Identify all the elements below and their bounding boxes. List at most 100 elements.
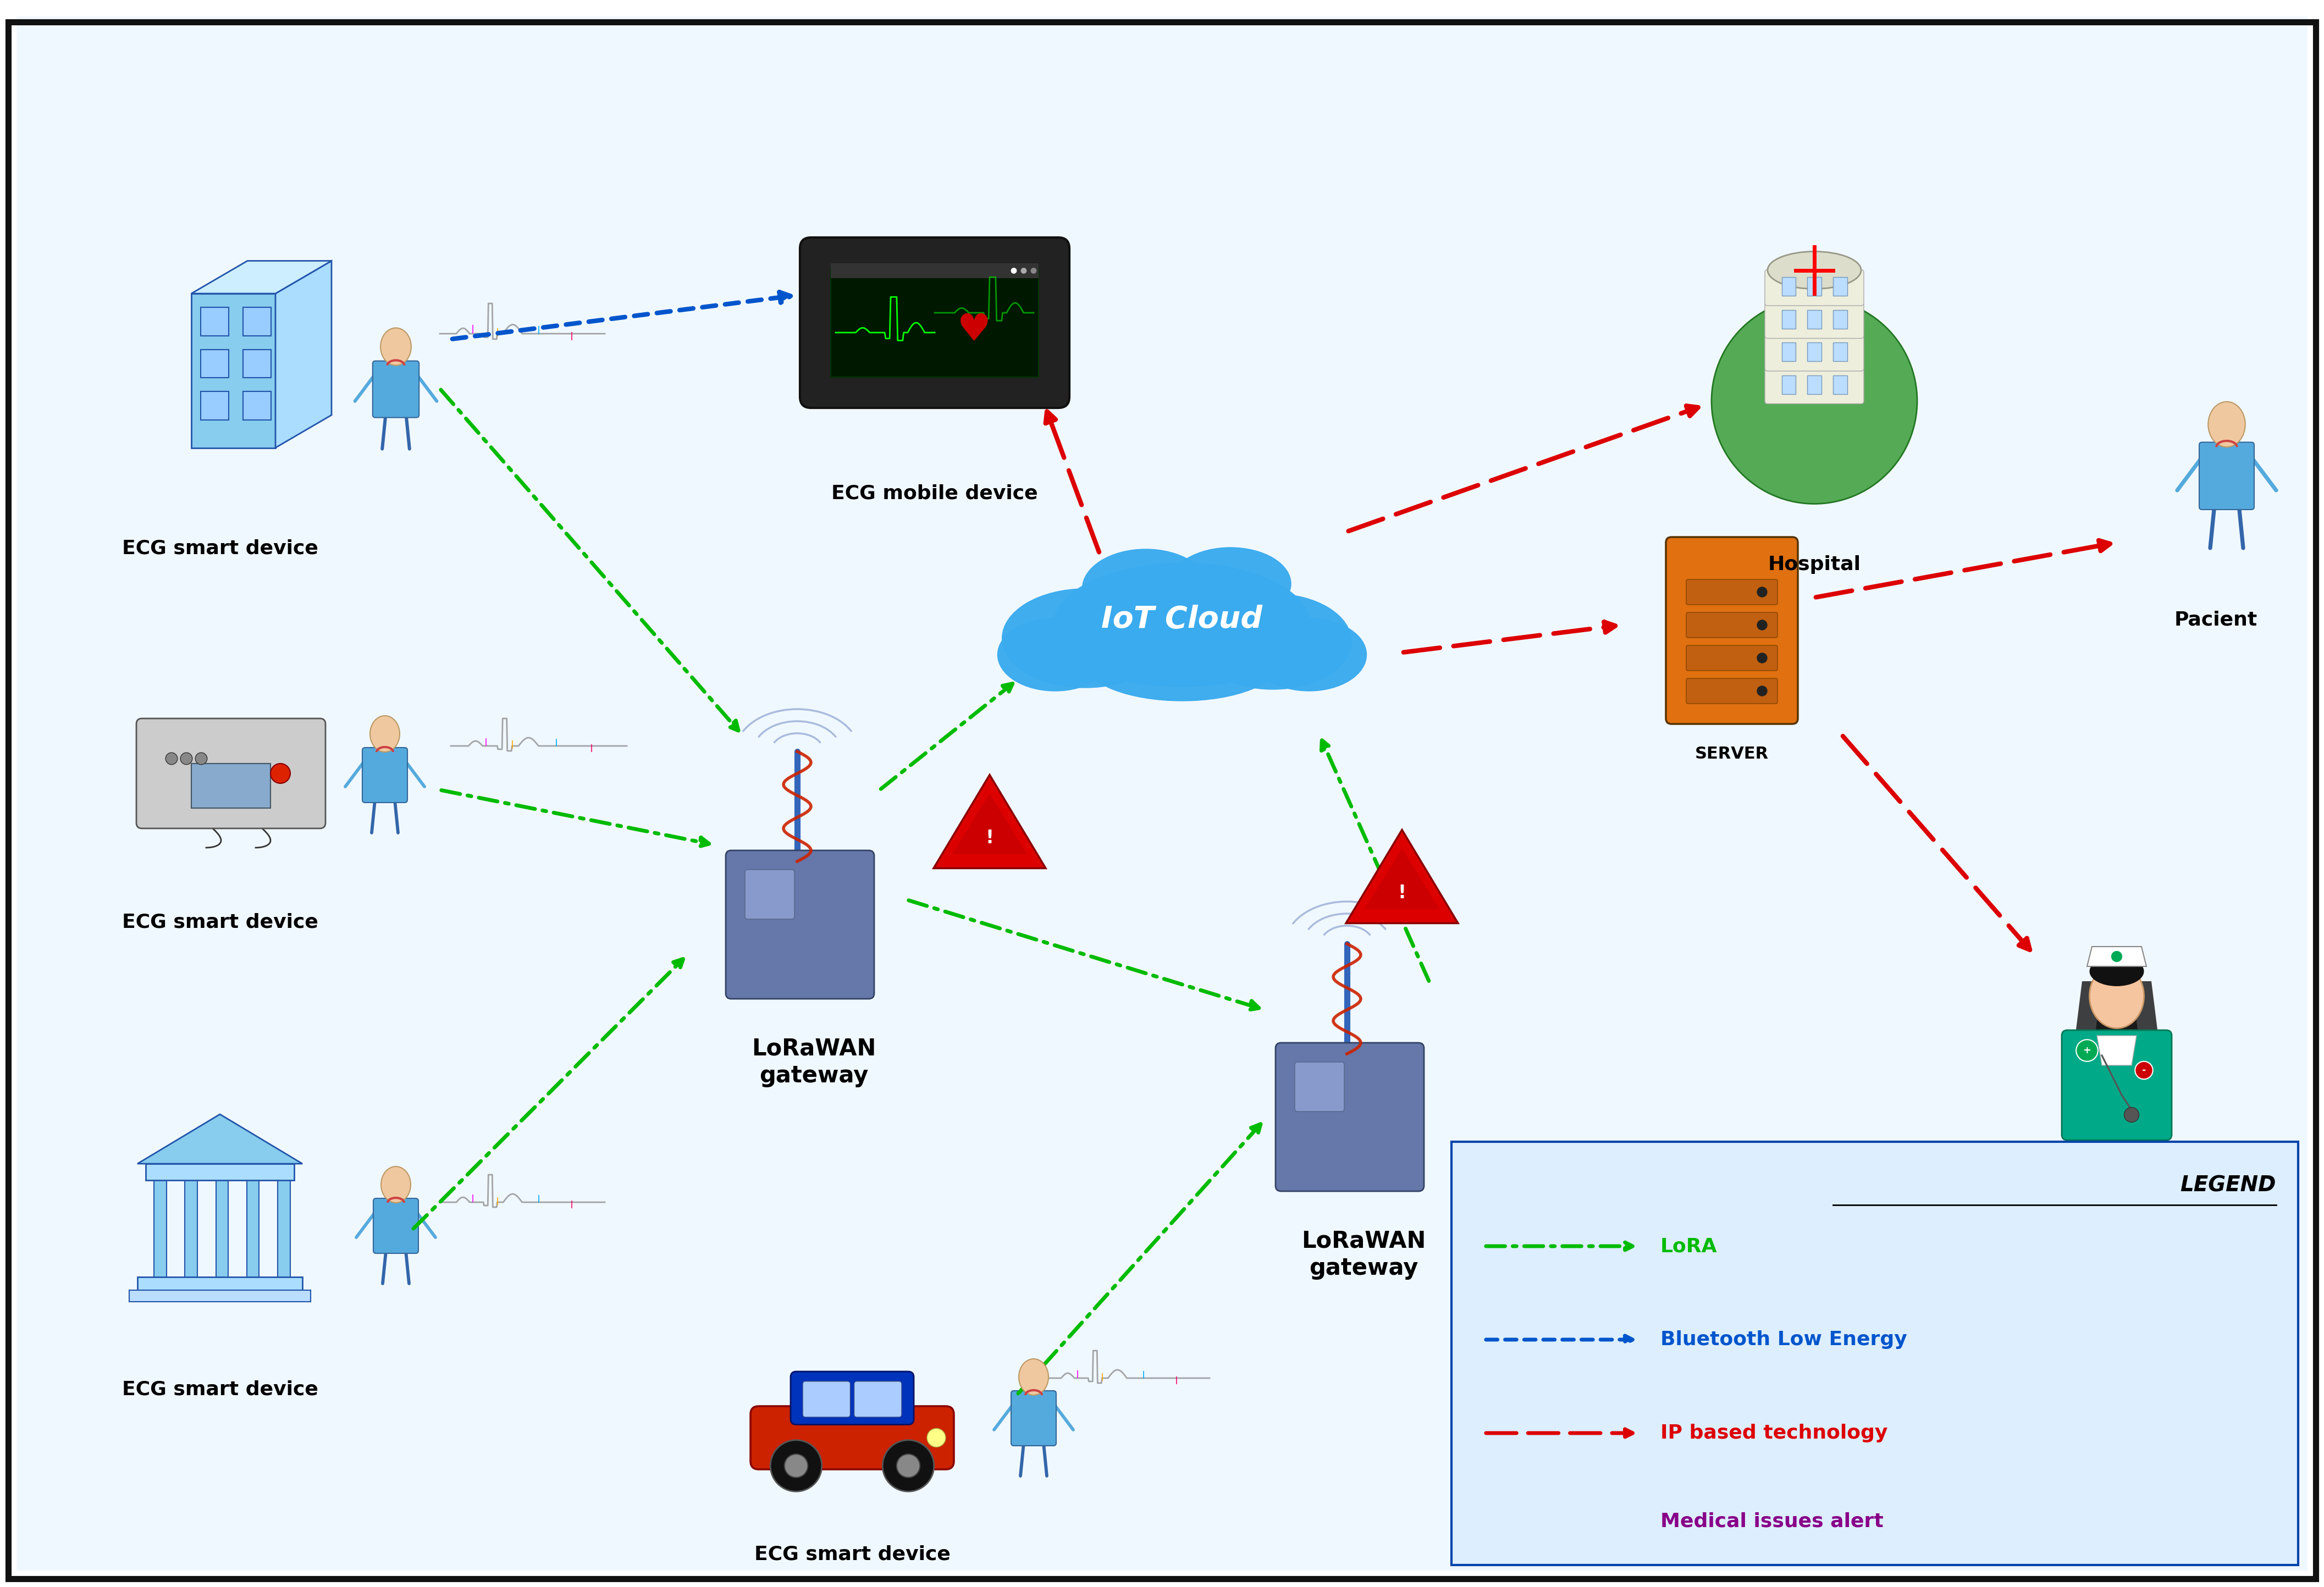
Bar <box>191 763 270 808</box>
Bar <box>200 349 228 378</box>
Bar <box>830 263 1039 278</box>
FancyBboxPatch shape <box>725 851 874 998</box>
Bar <box>1808 375 1822 394</box>
FancyBboxPatch shape <box>2199 443 2254 509</box>
Bar <box>186 1181 198 1279</box>
Bar <box>1834 375 1848 394</box>
Text: Pacient: Pacient <box>2175 609 2257 628</box>
Circle shape <box>1030 268 1037 273</box>
Bar <box>153 1181 167 1279</box>
Circle shape <box>181 752 193 765</box>
Bar <box>1834 278 1848 295</box>
Polygon shape <box>191 294 277 448</box>
Circle shape <box>1011 268 1018 273</box>
Bar <box>216 1181 228 1279</box>
Ellipse shape <box>1253 619 1367 690</box>
Polygon shape <box>953 794 1027 854</box>
Text: LoRA: LoRA <box>1659 1236 1717 1255</box>
Circle shape <box>1757 621 1766 630</box>
FancyBboxPatch shape <box>363 747 407 803</box>
Text: ECG smart device: ECG smart device <box>121 538 318 557</box>
Bar <box>1808 309 1822 329</box>
Circle shape <box>1757 652 1766 663</box>
Ellipse shape <box>2208 402 2245 448</box>
Ellipse shape <box>1169 548 1290 621</box>
Bar <box>830 268 1039 378</box>
FancyBboxPatch shape <box>2061 1030 2171 1139</box>
Text: Family Doctor: Family Doctor <box>2038 1254 2194 1273</box>
Circle shape <box>883 1439 934 1492</box>
FancyBboxPatch shape <box>1687 613 1778 638</box>
Ellipse shape <box>2089 957 2145 986</box>
Polygon shape <box>2087 946 2147 966</box>
Bar <box>246 1181 258 1279</box>
Polygon shape <box>1494 1477 1573 1543</box>
FancyBboxPatch shape <box>1666 536 1799 724</box>
Circle shape <box>270 763 291 784</box>
Ellipse shape <box>370 716 400 752</box>
Bar <box>1783 375 1796 394</box>
Circle shape <box>1020 268 1027 273</box>
Text: Bluetooth Low Energy: Bluetooth Low Energy <box>1659 1330 1908 1349</box>
Ellipse shape <box>1053 563 1311 687</box>
Bar <box>242 308 272 335</box>
Polygon shape <box>934 774 1046 868</box>
Bar <box>1783 278 1796 295</box>
Polygon shape <box>2096 1036 2136 1065</box>
Ellipse shape <box>1083 622 1281 701</box>
Bar <box>1808 278 1822 295</box>
Circle shape <box>1710 298 1917 503</box>
FancyBboxPatch shape <box>751 1406 953 1470</box>
FancyBboxPatch shape <box>374 1198 418 1254</box>
FancyBboxPatch shape <box>1687 646 1778 671</box>
Text: !: ! <box>1397 884 1406 901</box>
Bar <box>277 1181 291 1279</box>
FancyBboxPatch shape <box>1764 303 1864 338</box>
Polygon shape <box>1508 1490 1559 1533</box>
FancyBboxPatch shape <box>1764 270 1864 306</box>
FancyBboxPatch shape <box>1276 1043 1425 1192</box>
Text: SERVER: SERVER <box>1694 746 1769 762</box>
Text: !: ! <box>1532 1516 1536 1528</box>
Ellipse shape <box>381 329 411 365</box>
FancyBboxPatch shape <box>1764 368 1864 403</box>
FancyBboxPatch shape <box>790 1371 913 1425</box>
Text: +: + <box>2082 1046 2092 1055</box>
Text: LEGEND: LEGEND <box>2180 1174 2275 1195</box>
Circle shape <box>1757 587 1766 597</box>
Bar <box>1834 343 1848 362</box>
Circle shape <box>769 1439 823 1492</box>
FancyBboxPatch shape <box>1687 579 1778 605</box>
Bar <box>200 308 228 335</box>
Ellipse shape <box>1018 1358 1048 1395</box>
Bar <box>1783 309 1796 329</box>
Circle shape <box>2136 1062 2152 1079</box>
Bar <box>146 1163 295 1181</box>
Ellipse shape <box>997 619 1113 690</box>
Ellipse shape <box>1002 589 1169 687</box>
Bar <box>130 1290 311 1301</box>
Circle shape <box>1757 686 1766 697</box>
Text: ECG smart device: ECG smart device <box>121 1379 318 1398</box>
Circle shape <box>897 1454 920 1477</box>
Ellipse shape <box>381 1166 411 1203</box>
Polygon shape <box>1364 849 1439 909</box>
FancyBboxPatch shape <box>1687 678 1778 703</box>
Polygon shape <box>1346 830 1457 924</box>
Circle shape <box>2075 1039 2099 1062</box>
Text: LoRaWAN
gateway: LoRaWAN gateway <box>1301 1230 1425 1279</box>
FancyBboxPatch shape <box>1294 1062 1343 1111</box>
Bar <box>242 392 272 419</box>
Polygon shape <box>277 260 332 448</box>
Bar <box>200 392 228 419</box>
Text: IP based technology: IP based technology <box>1659 1424 1887 1443</box>
Bar <box>242 349 272 378</box>
Ellipse shape <box>1195 594 1350 689</box>
FancyBboxPatch shape <box>1453 1141 2298 1565</box>
Polygon shape <box>137 1114 302 1163</box>
FancyBboxPatch shape <box>137 719 325 828</box>
Text: Hospital: Hospital <box>1769 555 1862 574</box>
Circle shape <box>195 752 207 765</box>
Bar <box>137 1278 302 1292</box>
Polygon shape <box>2073 981 2122 1060</box>
